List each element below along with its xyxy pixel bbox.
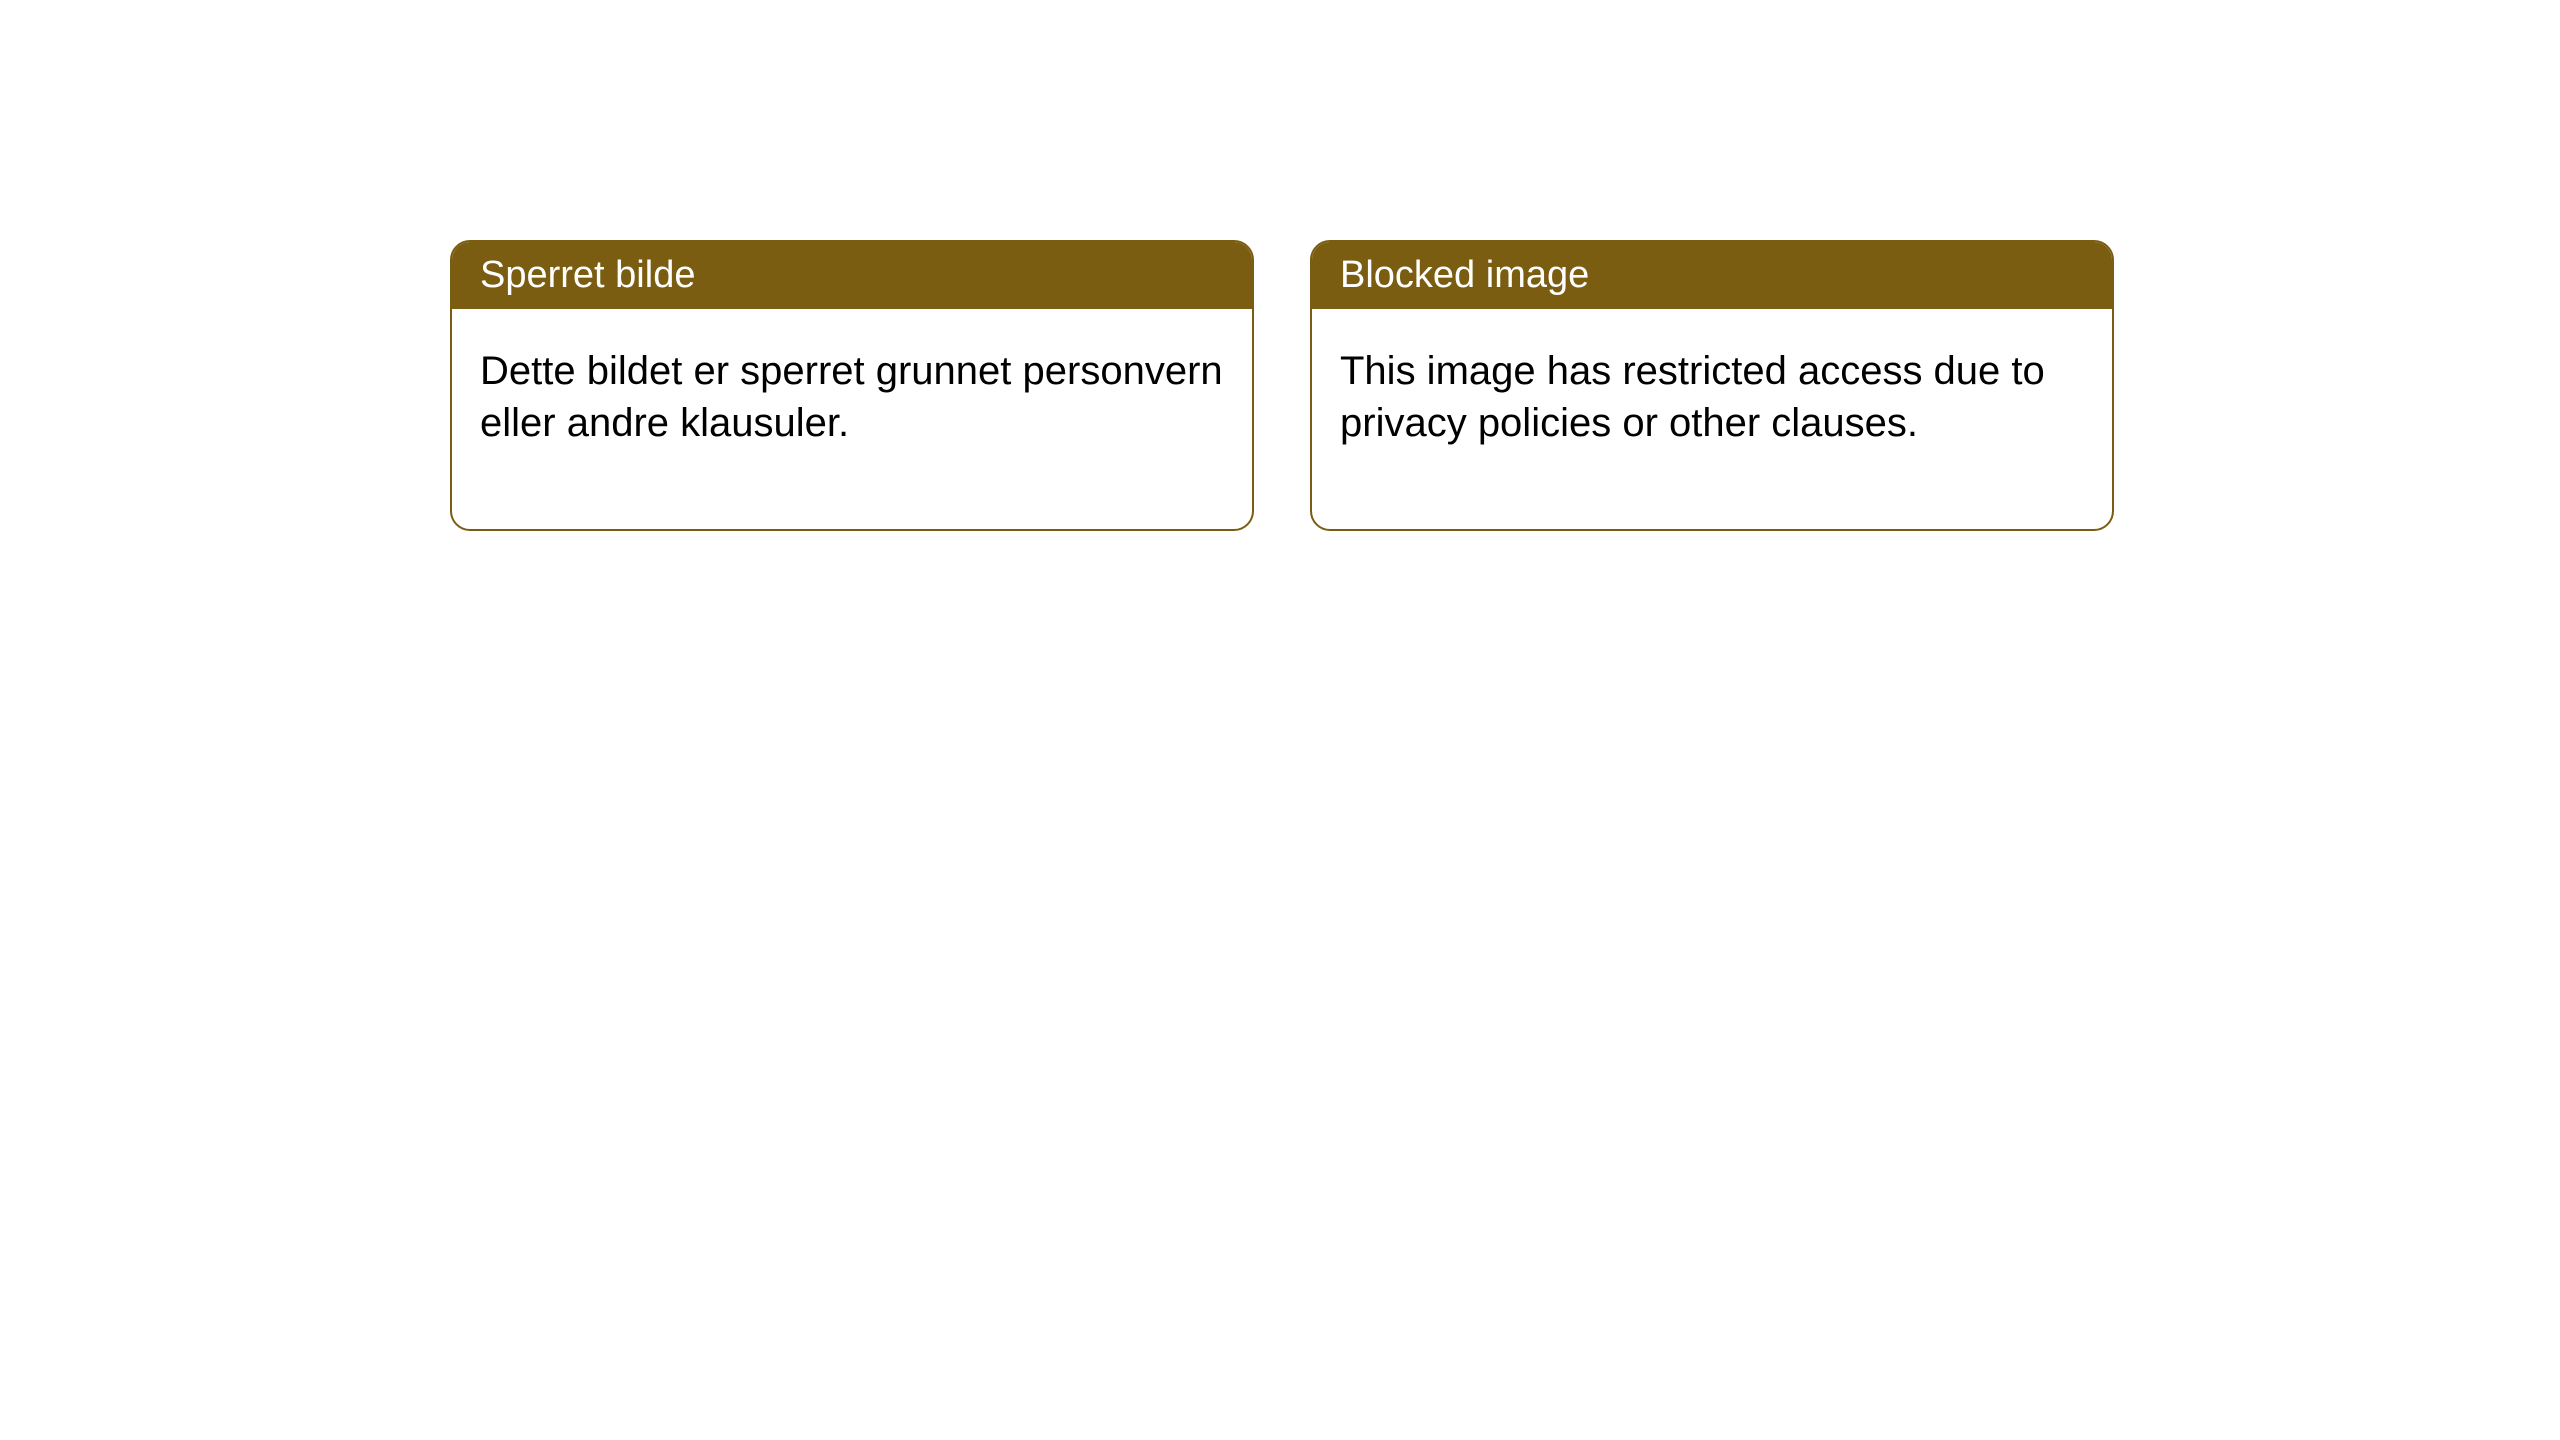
notice-card-norwegian: Sperret bilde Dette bildet er sperret gr… bbox=[450, 240, 1254, 531]
notice-header: Sperret bilde bbox=[452, 242, 1252, 309]
notice-body: This image has restricted access due to … bbox=[1312, 309, 2112, 529]
notice-body: Dette bildet er sperret grunnet personve… bbox=[452, 309, 1252, 529]
notice-body-text: This image has restricted access due to … bbox=[1340, 349, 2045, 445]
notice-body-text: Dette bildet er sperret grunnet personve… bbox=[480, 349, 1223, 445]
notice-header: Blocked image bbox=[1312, 242, 2112, 309]
notice-title: Sperret bilde bbox=[480, 254, 695, 296]
notice-card-english: Blocked image This image has restricted … bbox=[1310, 240, 2114, 531]
notice-cards-container: Sperret bilde Dette bildet er sperret gr… bbox=[450, 240, 2114, 531]
notice-title: Blocked image bbox=[1340, 254, 1589, 296]
